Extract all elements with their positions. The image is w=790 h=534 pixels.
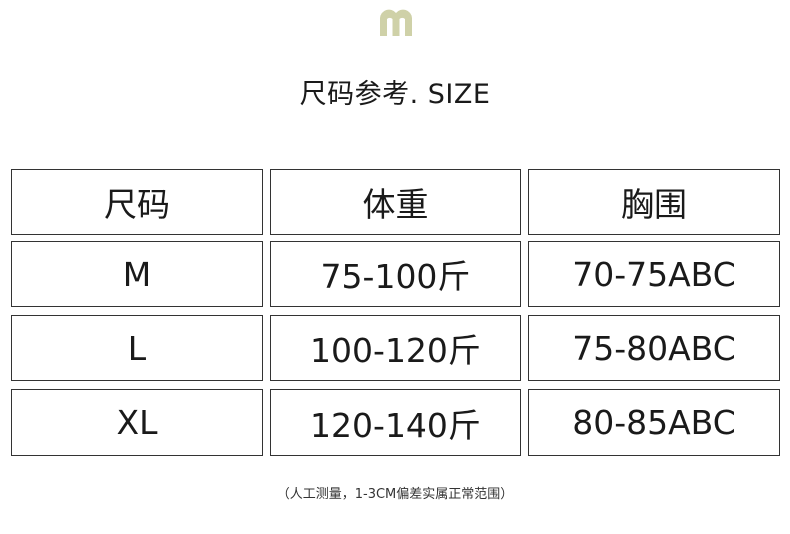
table-cell: XL [11,389,263,456]
table-cell: L [11,315,263,381]
table-cell: M [11,241,263,307]
header-bust: 胸围 [528,169,780,235]
measurement-note: （人工测量，1-3CM偏差实属正常范围） [276,487,514,502]
table-cell: 75-100斤 [270,241,521,307]
table-cell: 75-80ABC [528,315,780,381]
table-cell: 120-140斤 [270,389,521,456]
header-weight: 体重 [270,169,521,235]
page-title: 尺码参考. SIZE [299,79,491,110]
brand-logo [380,9,412,36]
table-cell: 80-85ABC [528,389,780,456]
table-cell: 100-120斤 [270,315,521,381]
table-cell: 70-75ABC [528,241,780,307]
header-size: 尺码 [11,169,263,235]
